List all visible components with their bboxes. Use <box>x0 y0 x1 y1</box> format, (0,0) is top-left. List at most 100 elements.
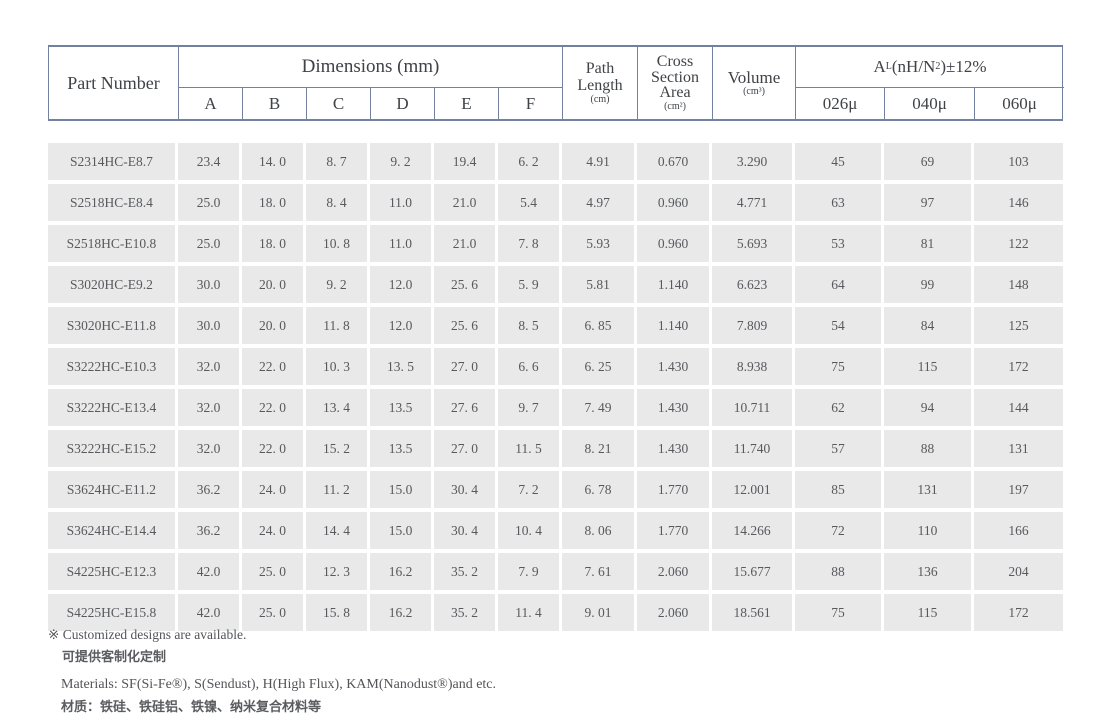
al-040-cell: 88 <box>884 430 974 467</box>
al-060-cell: 172 <box>974 348 1063 385</box>
volume-cell: 6.623 <box>712 266 795 303</box>
cross-section-cell: 0.960 <box>637 184 712 221</box>
customized-note-cn: 可提供客制化定制 <box>62 649 167 664</box>
header-dimensions-group: Dimensions (mm) <box>179 47 563 88</box>
dim-b-cell: 22. 0 <box>242 430 306 467</box>
dim-e-cell: 35. 2 <box>434 553 498 590</box>
dim-b-cell: 24. 0 <box>242 512 306 549</box>
path-length-cell: 8. 06 <box>562 512 637 549</box>
part-number-cell: S2518HC-E10.8 <box>48 225 178 262</box>
dim-a-cell: 42.0 <box>178 553 242 590</box>
volume-cell: 11.740 <box>712 430 795 467</box>
dim-a-cell: 32.0 <box>178 348 242 385</box>
table-row: S3222HC-E13.4 32.0 22. 0 13. 4 13.5 27. … <box>48 389 1063 426</box>
path-length-cell: 4.97 <box>562 184 637 221</box>
path-length-cell: 5.81 <box>562 266 637 303</box>
volume-cell: 4.771 <box>712 184 795 221</box>
dim-b-cell: 20. 0 <box>242 307 306 344</box>
customized-note-text: Customized designs are available. <box>62 627 247 642</box>
dim-c-cell: 10. 8 <box>306 225 370 262</box>
dim-d-cell: 13.5 <box>370 389 434 426</box>
path-length-line1: Path <box>585 59 615 77</box>
dim-b-cell: 22. 0 <box>242 389 306 426</box>
part-number-cell: S3222HC-E13.4 <box>48 389 178 426</box>
dim-a-cell: 23.4 <box>178 143 242 180</box>
part-number-cell: S3222HC-E15.2 <box>48 430 178 467</box>
table-row: S2314HC-E8.7 23.4 14. 0 8. 7 9. 2 19.4 6… <box>48 143 1063 180</box>
path-length-cell: 7. 61 <box>562 553 637 590</box>
dim-a-cell: 36.2 <box>178 471 242 508</box>
header-path-length: Path Length (cm) <box>563 47 638 119</box>
customized-note: ※ Customized designs are available. <box>48 627 496 643</box>
dim-f-cell: 7. 9 <box>498 553 562 590</box>
al-suffix: )±12% <box>940 57 987 77</box>
cross-section-cell: 1.770 <box>637 512 712 549</box>
cross-section-cell: 2.060 <box>637 594 712 631</box>
part-number-cell: S4225HC-E12.3 <box>48 553 178 590</box>
dim-c-cell: 12. 3 <box>306 553 370 590</box>
dim-a-cell: 25.0 <box>178 184 242 221</box>
header-volume: Volume (cm³) <box>713 47 796 119</box>
al-026-cell: 57 <box>795 430 884 467</box>
volume-cell: 8.938 <box>712 348 795 385</box>
al-040-cell: 69 <box>884 143 974 180</box>
header-part-number: Part Number <box>49 47 179 119</box>
dim-f-cell: 5. 9 <box>498 266 562 303</box>
path-length-cell: 6. 85 <box>562 307 637 344</box>
cross-section-cell: 1.140 <box>637 307 712 344</box>
al-040-cell: 97 <box>884 184 974 221</box>
volume-cell: 18.561 <box>712 594 795 631</box>
al-060-cell: 197 <box>974 471 1063 508</box>
dim-f-cell: 7. 8 <box>498 225 562 262</box>
header-col-a: A <box>179 88 243 119</box>
al-060-cell: 172 <box>974 594 1063 631</box>
dim-f-cell: 8. 5 <box>498 307 562 344</box>
path-length-unit: (cm) <box>590 94 610 106</box>
dim-c-cell: 8. 7 <box>306 143 370 180</box>
part-number-cell: S2518HC-E8.4 <box>48 184 178 221</box>
dim-f-cell: 10. 4 <box>498 512 562 549</box>
dim-b-cell: 18. 0 <box>242 184 306 221</box>
cross-section-line1: Cross <box>656 52 694 70</box>
dim-e-cell: 35. 2 <box>434 594 498 631</box>
dim-f-cell: 11. 5 <box>498 430 562 467</box>
cross-section-line2: Section <box>651 68 699 86</box>
al-060-cell: 131 <box>974 430 1063 467</box>
dim-d-cell: 15.0 <box>370 471 434 508</box>
table-header: Part Number Dimensions (mm) A B C D E F … <box>48 45 1064 121</box>
header-cross-section: Cross Section Area (cm²) <box>638 47 713 119</box>
part-number-cell: S4225HC-E15.8 <box>48 594 178 631</box>
dim-c-cell: 11. 2 <box>306 471 370 508</box>
cross-section-cell: 1.430 <box>637 348 712 385</box>
part-number-cell: S3020HC-E9.2 <box>48 266 178 303</box>
al-060-cell: 146 <box>974 184 1063 221</box>
header-col-d: D <box>371 88 435 119</box>
header-col-b: B <box>243 88 307 119</box>
part-number-cell: S3222HC-E10.3 <box>48 348 178 385</box>
reference-mark-icon: ※ <box>48 627 60 642</box>
al-superscript: 2 <box>935 60 941 72</box>
table-row: S4225HC-E12.3 42.0 25. 0 12. 3 16.2 35. … <box>48 553 1063 590</box>
materials-note-cn: 材质：铁硅、铁硅铝、铁镍、纳米复合材料等 <box>61 699 322 714</box>
path-length-line2: Length <box>577 76 623 94</box>
al-subscript: L <box>885 60 892 72</box>
spec-table: Part Number Dimensions (mm) A B C D E F … <box>48 45 1064 631</box>
materials-note: Materials: SF(Si-Fe®), S(Sendust), H(Hig… <box>61 677 497 692</box>
dim-e-cell: 30. 4 <box>434 471 498 508</box>
dim-a-cell: 36.2 <box>178 512 242 549</box>
dim-e-cell: 21.0 <box>434 184 498 221</box>
al-026-cell: 62 <box>795 389 884 426</box>
dim-a-cell: 30.0 <box>178 307 242 344</box>
dim-b-cell: 14. 0 <box>242 143 306 180</box>
dim-d-cell: 11.0 <box>370 225 434 262</box>
table-row: S4225HC-E15.8 42.0 25. 0 15. 8 16.2 35. … <box>48 594 1063 631</box>
al-040-cell: 110 <box>884 512 974 549</box>
header-al-group: A L (nH/N 2)±12% <box>796 47 1064 88</box>
dim-a-cell: 32.0 <box>178 430 242 467</box>
table-row: S3624HC-E14.4 36.2 24. 0 14. 4 15.0 30. … <box>48 512 1063 549</box>
path-length-cell: 9. 01 <box>562 594 637 631</box>
table-row: S3020HC-E9.2 30.0 20. 0 9. 2 12.0 25. 6 … <box>48 266 1063 303</box>
dim-d-cell: 11.0 <box>370 184 434 221</box>
part-number-cell: S3624HC-E11.2 <box>48 471 178 508</box>
